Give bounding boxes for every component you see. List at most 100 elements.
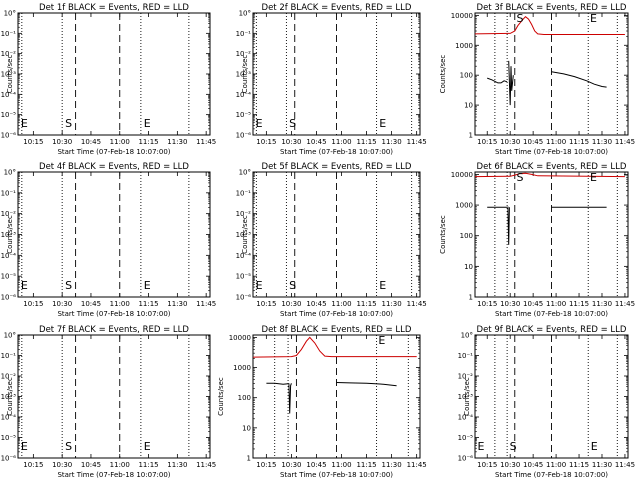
x-tick-label: 11:00 (546, 461, 566, 469)
panel-title: Det 6f BLACK = Events, RED = LLD (477, 162, 627, 172)
y-tick-label: 10⁻⁵ (236, 273, 252, 281)
x-tick-label: 11:45 (196, 138, 216, 146)
events-black-series (487, 77, 508, 84)
x-tick-label: 11:00 (546, 138, 566, 146)
x-axis-label: Start Time (07-Feb-18 10:07:00) (495, 471, 608, 479)
x-tick-label: 11:00 (110, 461, 130, 469)
detector-panel-1: Det 1f BLACK = Events, RED = LLD 10:15 10:… (1, 3, 217, 156)
marker-s: S (65, 117, 72, 130)
x-tick-label: 11:15 (138, 138, 158, 146)
y-tick-label: 10⁻⁶ (236, 132, 252, 140)
marker-e: E (144, 117, 151, 130)
x-tick-label: 11:15 (356, 138, 376, 146)
y-tick-label: 1000 (455, 42, 473, 50)
panel-title: Det 3f BLACK = Events, RED = LLD (477, 3, 627, 13)
x-tick-label: 11:15 (138, 300, 158, 308)
marker-e: E (256, 279, 263, 292)
panel-title: Det 4f BLACK = Events, RED = LLD (39, 162, 189, 172)
x-tick-label: 11:30 (382, 300, 402, 308)
detector-panel-8: Det 8f BLACK = Events, RED = LLD 10:15 10:… (217, 325, 427, 479)
panel-title: Det 2f BLACK = Events, RED = LLD (262, 3, 412, 13)
plot-frame (17, 171, 211, 298)
y-tick-label: 10⁻⁶ (1, 455, 17, 463)
x-axis-label: Start Time (07-Feb-18 10:07:00) (57, 148, 170, 156)
y-tick-label: 10 (464, 102, 473, 110)
x-tick-label: 11:00 (110, 138, 130, 146)
plot-frame (252, 171, 421, 298)
plot-frame (474, 171, 629, 298)
x-tick-label: 10:30 (52, 461, 72, 469)
y-tick-label: 10⁻¹ (236, 189, 252, 197)
x-tick-label: 11:00 (546, 300, 566, 308)
y-tick-label: 10° (239, 10, 251, 18)
y-tick-label: 10000 (451, 171, 473, 179)
marker-e: E (478, 440, 485, 453)
y-tick-label: 10⁻⁴ (236, 252, 252, 260)
panel-title: Det 7f BLACK = Events, RED = LLD (39, 325, 189, 335)
x-tick-label: 11:45 (407, 138, 427, 146)
marker-s: S (517, 171, 524, 184)
y-axis-label: Counts/sec (217, 377, 225, 416)
x-tick-label: 10:45 (306, 138, 326, 146)
x-tick-label: 11:45 (615, 300, 635, 308)
marker-s: S (289, 279, 296, 292)
x-tick-label: 11:15 (138, 461, 158, 469)
y-tick-label: 10⁻⁴ (1, 414, 17, 422)
y-tick-label: 10° (4, 332, 16, 340)
y-tick-label: 10⁻¹ (1, 30, 17, 38)
y-tick-label: 10⁻⁴ (1, 91, 17, 99)
y-tick-label: 10⁻³ (1, 393, 17, 401)
detector-panel-2: Det 2f BLACK = Events, RED = LLD 10:15 10:… (236, 3, 427, 156)
marker-e: E (21, 440, 28, 453)
x-tick-label: 10:15 (477, 138, 497, 146)
x-tick-label: 10:30 (52, 300, 72, 308)
marker-e: E (21, 279, 28, 292)
marker-e: E (591, 440, 598, 453)
y-axis-label: Counts/sec (241, 215, 249, 254)
events-black-series (508, 60, 514, 106)
marker-e: E (378, 334, 385, 347)
x-tick-label: 11:00 (331, 461, 351, 469)
y-tick-label: 10⁻³ (1, 71, 17, 79)
y-tick-label: 10⁻⁶ (1, 294, 17, 302)
y-tick-label: 1 (247, 455, 251, 463)
x-tick-label: 11:45 (407, 461, 427, 469)
y-tick-label: 100 (460, 72, 473, 80)
marker-s: S (510, 440, 517, 453)
x-axis-label: Start Time (07-Feb-18 10:07:00) (280, 471, 393, 479)
y-tick-label: 10⁻³ (458, 393, 474, 401)
y-axis-label: Counts/sec (6, 55, 14, 94)
x-tick-label: 10:15 (256, 461, 276, 469)
marker-e: E (144, 279, 151, 292)
y-tick-label: 10⁻³ (1, 231, 17, 239)
marker-s: S (517, 12, 524, 25)
lld-red-series (474, 16, 625, 35)
x-tick-label: 11:15 (569, 138, 589, 146)
y-tick-label: 10⁻⁵ (1, 434, 17, 442)
y-tick-label: 10° (4, 169, 16, 177)
x-tick-label: 11:30 (167, 138, 187, 146)
x-tick-label: 10:15 (23, 138, 43, 146)
panel-title: Det 1f BLACK = Events, RED = LLD (39, 3, 189, 13)
x-tick-label: 10:30 (500, 461, 520, 469)
x-tick-label: 11:30 (592, 461, 612, 469)
y-tick-label: 10⁻⁴ (1, 252, 17, 260)
x-tick-label: 10:30 (281, 461, 301, 469)
x-tick-label: 11:45 (407, 300, 427, 308)
y-tick-label: 10000 (229, 334, 251, 342)
panel-title: Det 8f BLACK = Events, RED = LLD (262, 325, 412, 335)
y-tick-label: 100 (460, 232, 473, 240)
x-tick-label: 11:45 (196, 300, 216, 308)
x-axis-label: Start Time (07-Feb-18 10:07:00) (495, 310, 608, 318)
x-axis-label: Start Time (07-Feb-18 10:07:00) (280, 148, 393, 156)
y-tick-label: 1000 (455, 202, 473, 210)
y-tick-label: 10⁻⁶ (1, 132, 17, 140)
y-tick-label: 10⁻¹ (1, 352, 17, 360)
x-tick-label: 10:45 (523, 300, 543, 308)
marker-e: E (256, 117, 263, 130)
marker-e: E (379, 279, 386, 292)
marker-s: S (65, 440, 72, 453)
